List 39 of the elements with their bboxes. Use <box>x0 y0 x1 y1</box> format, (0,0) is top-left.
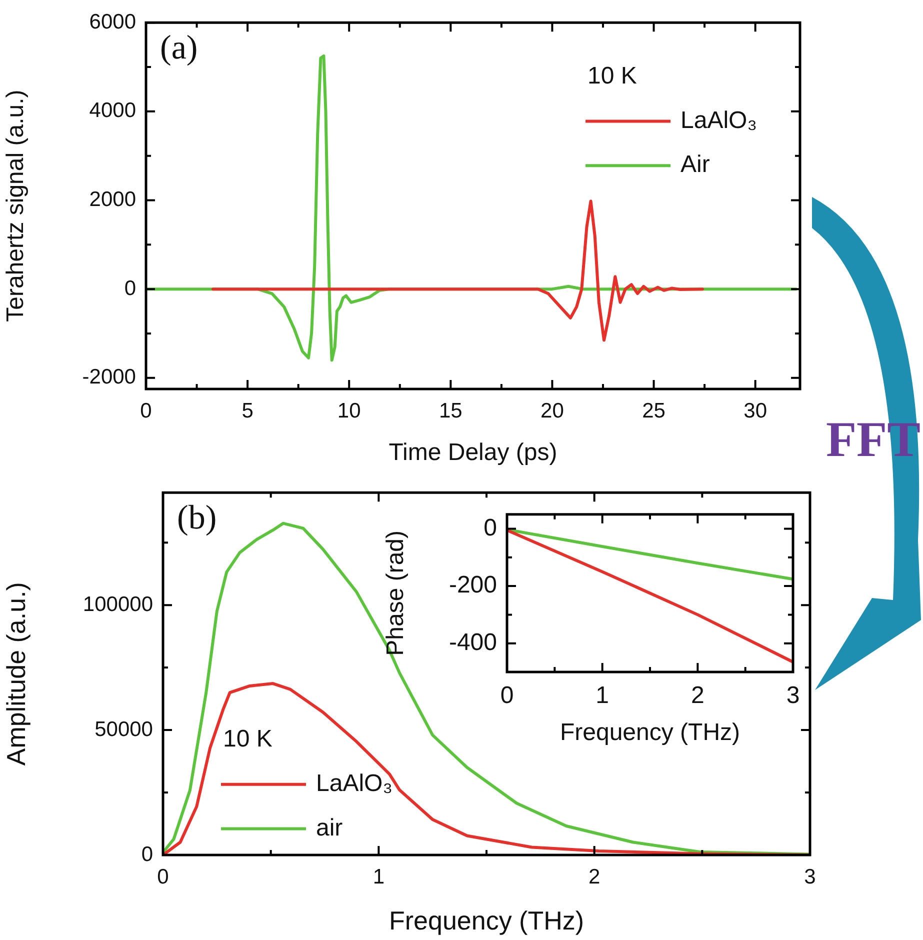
legend-label: air <box>316 814 343 842</box>
y-tick-label: 6000 <box>89 10 136 34</box>
y-tick-label: -200 <box>448 572 497 599</box>
y-tick-label: 0 <box>141 842 153 866</box>
x-tick-label: 20 <box>540 399 564 422</box>
y-axis-title: Terahertz signal (a.u.) <box>2 90 30 322</box>
x-axis-title: Time Delay (ps) <box>388 439 558 466</box>
y-tick-label: 4000 <box>89 99 136 122</box>
y-tick-label: -400 <box>448 628 497 656</box>
y-tick-label: 0 <box>484 514 497 542</box>
legend-label: LaAlO₃ <box>680 106 758 134</box>
y-tick-label: 2000 <box>89 188 136 212</box>
x-tick-label: 3 <box>786 682 800 710</box>
x-tick-label: 5 <box>242 399 254 422</box>
x-axis-title: Frequency (THz) <box>388 906 584 936</box>
x-tick-label: 15 <box>438 399 462 422</box>
x-tick-label: 3 <box>804 865 816 888</box>
y-axis-title: Phase (rad) <box>382 530 410 656</box>
y-tick-label: 0 <box>124 276 136 300</box>
y-tick-label: -2000 <box>82 366 136 389</box>
x-tick-label: 1 <box>596 682 610 710</box>
x-tick-label: 30 <box>744 399 767 422</box>
y-axis-title: Amplitude (a.u.) <box>0 582 31 766</box>
x-tick-label: 2 <box>588 865 600 888</box>
annotation: (b) <box>177 500 217 537</box>
x-tick-label: 0 <box>500 682 514 710</box>
x-tick-label: 10 <box>337 399 361 422</box>
x-tick-label: 25 <box>642 399 666 422</box>
x-tick-label: 0 <box>157 865 169 888</box>
legend-label: Air <box>680 151 710 178</box>
x-axis-title: Frequency (THz) <box>560 719 740 746</box>
legend-title: 10 K <box>223 726 272 753</box>
annotation: (a) <box>160 30 198 67</box>
y-tick-label: 50000 <box>94 718 153 741</box>
x-tick-label: 1 <box>372 865 385 888</box>
legend-title: 10 K <box>588 62 637 90</box>
legend-label: LaAlO₃ <box>316 770 392 798</box>
y-tick-label: 100000 <box>82 592 153 616</box>
x-tick-label: 2 <box>690 682 704 710</box>
